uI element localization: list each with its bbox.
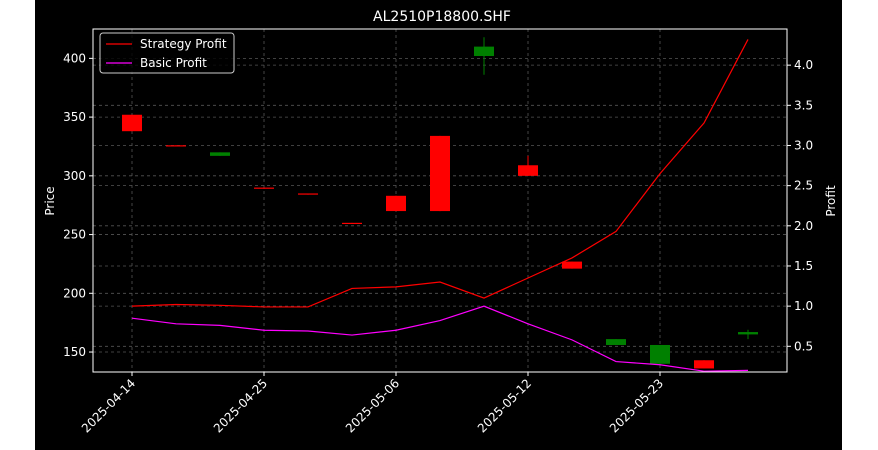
candle-body-0 [122, 114, 142, 132]
x-tick-label: 2025-05-23 [607, 376, 666, 435]
y-right-tick-label: 3.0 [794, 138, 813, 152]
legend: Strategy Profit Basic Profit [99, 32, 235, 74]
candle-body-9 [518, 165, 538, 176]
candle-body-13 [694, 360, 714, 369]
candle-body-1 [166, 145, 186, 147]
y-left-tick-label: 250 [63, 228, 86, 242]
candle-body-11 [606, 339, 626, 345]
x-tick-label: 2025-05-06 [343, 376, 402, 435]
x-tick-label: 2025-05-12 [475, 376, 534, 435]
x-tick-label: 2025-04-14 [79, 376, 138, 435]
strategy-profit-line [131, 39, 749, 308]
chart-figure: AL2510P18800.SHF 150 200 250 300 350 400 0.5 1.… [35, 0, 842, 450]
basic-profit-line [131, 305, 749, 372]
candles [122, 37, 758, 369]
y-left-tick-label: 400 [63, 51, 86, 65]
y-right-tick-label: 2.5 [794, 179, 813, 193]
y-right-tick-label: 2.0 [794, 219, 813, 233]
chart-title: AL2510P18800.SHF [373, 9, 511, 25]
grid-lines [93, 29, 787, 372]
y-right-tick-label: 1.5 [794, 259, 813, 273]
candle-body-6 [386, 195, 406, 212]
y-left-tick-label: 350 [63, 110, 86, 124]
candle-body-3 [254, 187, 274, 189]
y-left-tick-label: 200 [63, 286, 86, 300]
y-left-tick-label: 300 [63, 169, 86, 183]
y-right-tick-label: 0.5 [794, 339, 813, 353]
y-axis-right-label: Profit [824, 185, 838, 217]
legend-label-1: Basic Profit [140, 56, 207, 70]
y-left-tick-label: 150 [63, 345, 86, 359]
y-right-tick-label: 4.0 [794, 58, 813, 72]
candlestick-chart: AL2510P18800.SHF 150 200 250 300 350 400 0.5 1.… [43, 9, 838, 435]
candle-body-12 [650, 344, 670, 364]
x-tick-label: 2025-04-25 [211, 376, 270, 435]
candle-body-14 [738, 332, 758, 335]
candle-body-10 [562, 261, 582, 269]
y-right-tick-label: 1.0 [794, 299, 813, 313]
candle-body-5 [342, 222, 362, 225]
candle-body-4 [298, 193, 318, 195]
legend-box [99, 32, 235, 74]
candle-body-8 [474, 46, 494, 57]
candle-body-2 [210, 152, 230, 156]
y-right-tick-label: 3.5 [794, 98, 813, 112]
axes: 150 200 250 300 350 400 0.5 1.0 1.5 2.0 2.5 3.0 3.5 4… [63, 28, 813, 435]
profit-lines [131, 39, 749, 372]
candle-body-7 [430, 135, 450, 212]
y-axis-left-label: Price [43, 186, 57, 215]
plot-frame [92, 28, 788, 373]
legend-label-0: Strategy Profit [140, 37, 227, 51]
